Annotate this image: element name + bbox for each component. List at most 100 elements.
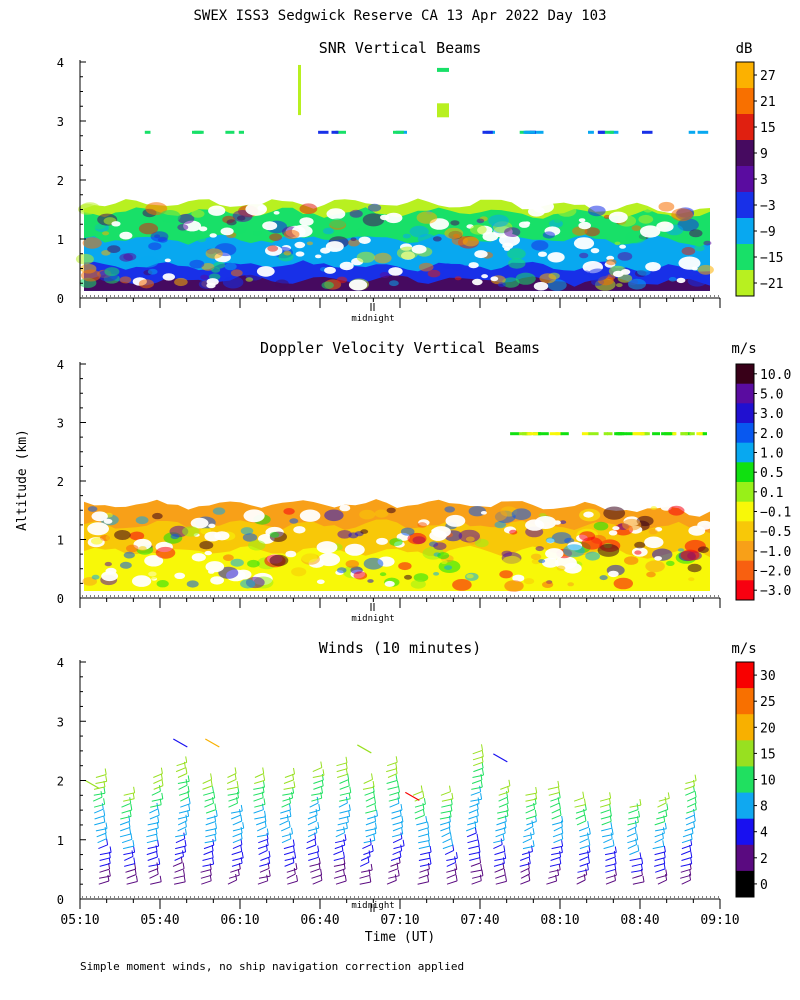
wind-barb-feather bbox=[561, 815, 564, 823]
wind-barb bbox=[124, 855, 134, 861]
echo-patch bbox=[539, 273, 557, 284]
echo-patch bbox=[321, 281, 334, 289]
wind-barb bbox=[151, 798, 163, 802]
wind-barb bbox=[601, 820, 612, 826]
echo-patch bbox=[102, 231, 110, 236]
wind-barb bbox=[147, 822, 159, 826]
wind-barb bbox=[306, 838, 316, 844]
wind-barb bbox=[311, 797, 322, 802]
echo-patch bbox=[243, 509, 265, 523]
wind-barb bbox=[257, 834, 269, 838]
wind-barb bbox=[226, 786, 239, 790]
echo-patch bbox=[462, 262, 470, 266]
upper-echo bbox=[522, 432, 527, 436]
echo-patch bbox=[389, 280, 399, 287]
doppler-panel-title: Doppler Velocity Vertical Beams bbox=[260, 339, 540, 357]
wind-barb-feather bbox=[288, 820, 291, 827]
wind-barb bbox=[468, 815, 479, 820]
wind-barb bbox=[309, 863, 321, 867]
wind-barb bbox=[174, 855, 184, 861]
wind-barb-feather bbox=[185, 814, 188, 821]
wind-barb bbox=[178, 791, 190, 796]
wind-barb bbox=[520, 856, 530, 861]
wind-barb bbox=[495, 874, 506, 879]
wind-barb bbox=[553, 826, 563, 832]
wind-barb bbox=[605, 852, 617, 856]
wind-barb bbox=[149, 808, 159, 814]
wind-barb bbox=[93, 792, 106, 796]
echo-patch bbox=[587, 268, 609, 281]
wind-barb-feather bbox=[423, 798, 426, 805]
echo-patch bbox=[433, 572, 440, 576]
wind-barb bbox=[253, 797, 264, 802]
wind-barb bbox=[468, 851, 481, 856]
colorbar-label: 0 bbox=[760, 878, 768, 893]
echo-patch bbox=[189, 259, 205, 269]
wind-barb-feather bbox=[343, 826, 346, 833]
wind-barb bbox=[654, 832, 665, 838]
wind-barb bbox=[472, 749, 483, 755]
wind-barb bbox=[525, 815, 537, 820]
wind-barb-feather bbox=[528, 857, 531, 864]
echo-patch bbox=[559, 520, 567, 525]
wind-barb bbox=[205, 809, 217, 814]
echo-patch bbox=[386, 507, 396, 514]
echo-patch bbox=[576, 564, 597, 577]
wind-barb-feather bbox=[294, 851, 297, 858]
wind-barb-feather bbox=[583, 808, 586, 816]
echo-patch bbox=[437, 552, 450, 560]
wind-barb-feather bbox=[106, 838, 109, 845]
wind-barb bbox=[652, 845, 664, 850]
wind-barb-feather bbox=[427, 827, 430, 834]
echo-patch bbox=[666, 560, 675, 567]
wind-barb bbox=[172, 862, 183, 867]
wind-barb-feather bbox=[371, 773, 373, 780]
wind-barb-feather bbox=[184, 828, 187, 835]
echo-patch bbox=[474, 538, 489, 548]
wind-barb bbox=[392, 826, 403, 832]
echo-patch bbox=[105, 534, 117, 541]
wind-barb bbox=[339, 792, 351, 796]
wind-barb bbox=[123, 798, 135, 802]
echo-patch bbox=[650, 506, 657, 510]
upper-echo bbox=[609, 130, 619, 134]
upper-echo bbox=[632, 432, 643, 436]
upper-echo bbox=[510, 432, 520, 436]
echo-patch bbox=[138, 222, 159, 235]
echo-patch bbox=[374, 509, 389, 518]
wind-barb-feather bbox=[374, 822, 377, 829]
wind-barb bbox=[336, 768, 348, 773]
wind-barb bbox=[253, 809, 264, 814]
wind-barb-feather bbox=[449, 785, 451, 792]
y-tick-label: 2 bbox=[57, 775, 64, 789]
colorbar-swatch bbox=[736, 62, 754, 89]
wind-barb-feather bbox=[296, 875, 298, 882]
wind-barb bbox=[359, 881, 371, 885]
wind-barb-feather bbox=[635, 838, 638, 845]
wind-barb-feather bbox=[349, 786, 352, 793]
wind-barb-feather bbox=[320, 868, 323, 876]
wind-barb-feather bbox=[213, 791, 216, 798]
wind-barb-feather bbox=[348, 810, 351, 817]
wind-barb-feather bbox=[586, 863, 589, 870]
wind-barb bbox=[390, 862, 401, 867]
wind-barb bbox=[550, 856, 561, 861]
figure-title: SWEX ISS3 Sedgwick Reserve CA 13 Apr 202… bbox=[193, 8, 606, 24]
echo-patch bbox=[538, 251, 547, 257]
echo-patch bbox=[210, 576, 225, 585]
echo-patch bbox=[299, 217, 314, 226]
wind-barb-feather bbox=[237, 869, 240, 876]
wind-barb-feather bbox=[481, 744, 483, 751]
wind-barb bbox=[418, 845, 430, 850]
wind-barb-feather bbox=[561, 840, 564, 847]
echo-patch bbox=[144, 555, 164, 567]
snr-midnight-label: midnight bbox=[351, 314, 394, 324]
echo-patch bbox=[480, 511, 487, 515]
upper-echo bbox=[318, 130, 329, 134]
wind-barb-feather bbox=[640, 864, 643, 871]
wind-barb-feather bbox=[182, 850, 184, 857]
wind-barb bbox=[147, 845, 159, 850]
wind-barb-feather bbox=[344, 874, 347, 882]
echo-patch bbox=[145, 202, 168, 216]
wind-barb-feather bbox=[474, 826, 477, 834]
